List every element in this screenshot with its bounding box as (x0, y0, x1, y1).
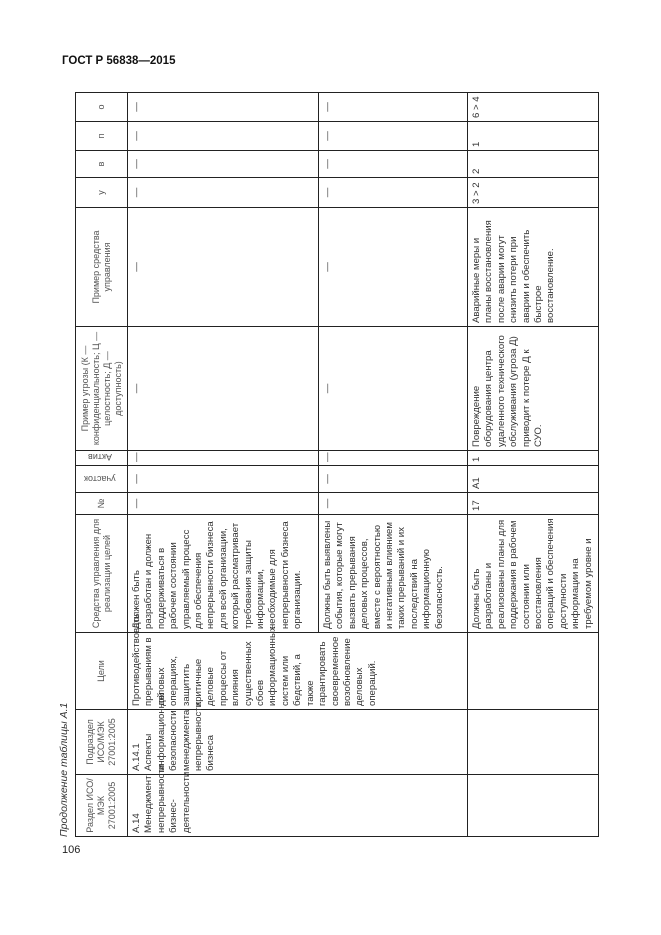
header-goals: Цели (75, 632, 128, 710)
cell-o: 6 > 4 (467, 92, 599, 122)
cell-area: А1 (467, 465, 599, 493)
page-number: 106 (62, 844, 81, 856)
header-p: п (75, 121, 128, 151)
cell-num: — (318, 492, 468, 515)
cell-p: 1 (467, 121, 599, 151)
cell-threat: — (127, 326, 319, 451)
cell-subsection (467, 709, 599, 775)
cell-asset: — (127, 450, 319, 466)
cell-u: — (127, 177, 319, 208)
cell-p: — (127, 121, 319, 151)
cell-num: 17 (467, 492, 599, 515)
cell-area: — (127, 465, 319, 493)
header-o: о (75, 92, 128, 122)
header-area: участок (75, 465, 128, 493)
header-subsection: Подраздел ИСО/МЭК 27001:2005 (75, 709, 128, 775)
header-row: Раздел ИСО/МЭК 27001:2005 Подраздел ИСО/… (75, 92, 128, 837)
cell-v: — (127, 150, 319, 178)
cell-control-example: — (127, 207, 319, 327)
cell-u: — (318, 177, 468, 208)
header-area-label: участок (84, 474, 116, 485)
cell-v: 2 (467, 150, 599, 178)
header-threat: Пример угрозы (К — конфиденциальность; Ц… (75, 326, 128, 451)
cell-section (467, 774, 599, 837)
cell-control-example: — (318, 207, 468, 327)
cell-p: — (318, 121, 468, 151)
cell-area: — (318, 465, 468, 493)
cell-goals (467, 632, 599, 710)
cell-subsection: А.14.1 Аспекты информационной безопаснос… (127, 692, 468, 775)
header-asset-label: Актив (88, 452, 112, 462)
table-caption: Продолжение таблицы А.1 (58, 702, 70, 837)
table-row: А.14 Менеджмент непрерывности бизнес-дея… (127, 92, 468, 837)
rotated-table-area: Продолжение таблицы А.1 Раздел ИСО/МЭК 2… (58, 92, 600, 837)
cell-controls: Должны быть выявлены события, которые мо… (318, 514, 468, 633)
table-row: Должны быть разработаны и реализованы пл… (467, 92, 599, 837)
cell-threat: — (318, 326, 468, 451)
document-title: ГОСТ Р 56838—2015 (62, 55, 176, 67)
cell-u: 3 > 2 (467, 177, 599, 208)
cell-v: — (318, 150, 468, 178)
header-controls: Средства управления для реализации целей (75, 514, 128, 633)
cell-controls: Должен быть разработан и должен поддержи… (127, 514, 319, 633)
table-a1: Раздел ИСО/МЭК 27001:2005 Подраздел ИСО/… (75, 92, 600, 837)
cell-num: — (127, 492, 319, 515)
cell-o: — (318, 92, 468, 122)
cell-o: — (127, 92, 319, 122)
cell-section: А.14 Менеджмент непрерывности бизнес-дея… (127, 764, 468, 837)
cell-controls: Должны быть разработаны и реализованы пл… (467, 514, 599, 633)
cell-control-example: Аварийные меры и планы восстановления по… (467, 207, 599, 327)
header-asset: Актив (75, 450, 128, 466)
header-control-example: Пример средства управления (75, 207, 128, 327)
cell-asset: 1 (467, 450, 599, 466)
header-v: в (75, 150, 128, 178)
header-section: Раздел ИСО/МЭК 27001:2005 (75, 774, 128, 837)
header-u: у (75, 177, 128, 208)
cell-goals: Противодействовать прерываниям в деловых… (127, 613, 468, 710)
header-num: № (75, 492, 128, 515)
cell-asset: — (318, 450, 468, 466)
cell-threat: Повреждение оборудования центра удаленно… (467, 326, 599, 451)
